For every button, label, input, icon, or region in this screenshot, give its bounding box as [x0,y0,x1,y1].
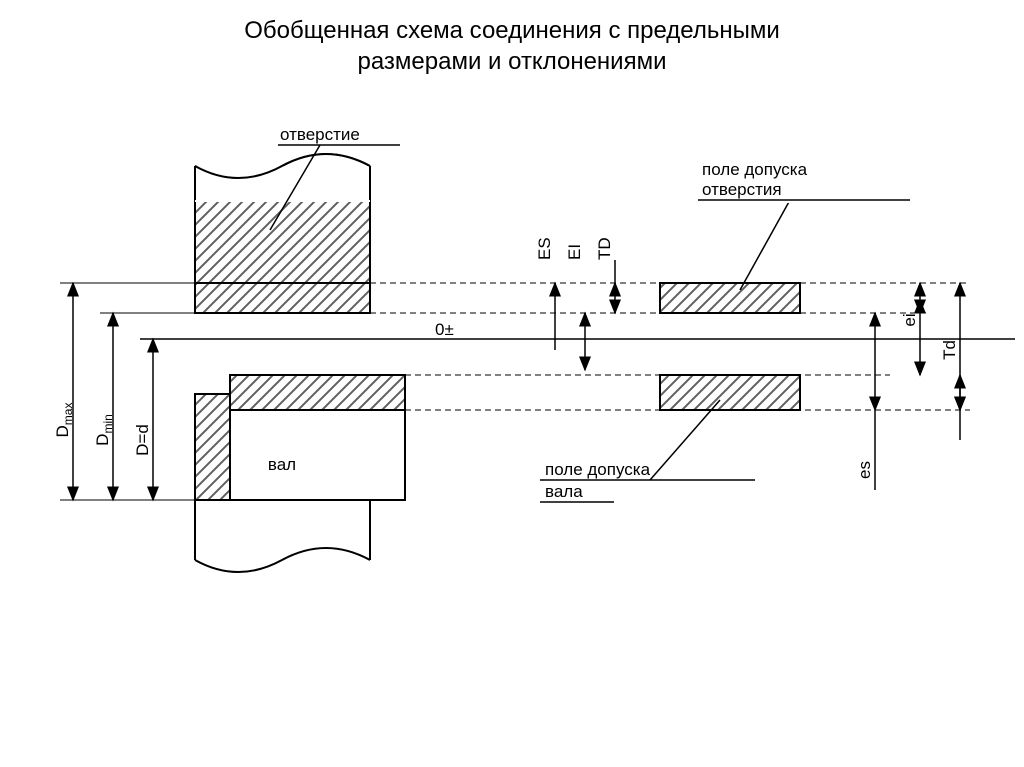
svg-text:ei: ei [900,313,919,326]
dd-label: D=d [133,424,152,456]
hole-tolerance-field [660,283,800,313]
shaft-tol-label2: вала [545,482,583,501]
es-arrow: ES [535,237,555,350]
svg-text:Dmin: Dmin [93,414,115,446]
hole-label: отверстие [280,125,360,144]
svg-text:TD: TD [595,237,614,260]
dim-dmin: Dmin [93,313,115,500]
zero-label: 0± [435,320,454,339]
svg-text:Td: Td [940,340,959,360]
td-right-arrow: Td [940,283,960,440]
hole-tol-text: поле допуска отверстия [698,155,910,203]
td-arrow: TD [595,237,615,313]
shaft-tolerance-leader: поле допуска вала [540,400,755,502]
shaft-tol-label1: поле допуска [545,460,651,479]
shaft-tolerance-field [660,375,800,410]
diagram-svg: вал отверстие 0± Dmax Dmin D=d [0,0,1024,767]
svg-text:es: es [855,461,874,479]
dim-dmax: Dmax [53,283,75,500]
shaft-label: вал [268,455,296,474]
ei-right-arrow: ei [900,283,920,375]
svg-text:EI: EI [565,244,584,260]
dim-dd: D=d [133,339,153,500]
svg-text:Dmax: Dmax [53,403,75,438]
ei-arrow: EI [565,244,585,370]
dmax-label: D [53,425,72,437]
shaft-body [230,375,405,500]
svg-text:ES: ES [535,237,554,260]
hole-body [195,154,370,572]
svg-text:отверстия: отверстия [702,180,782,199]
svg-text:поле допуска: поле допуска [702,160,808,179]
dmin-label: D [93,434,112,446]
